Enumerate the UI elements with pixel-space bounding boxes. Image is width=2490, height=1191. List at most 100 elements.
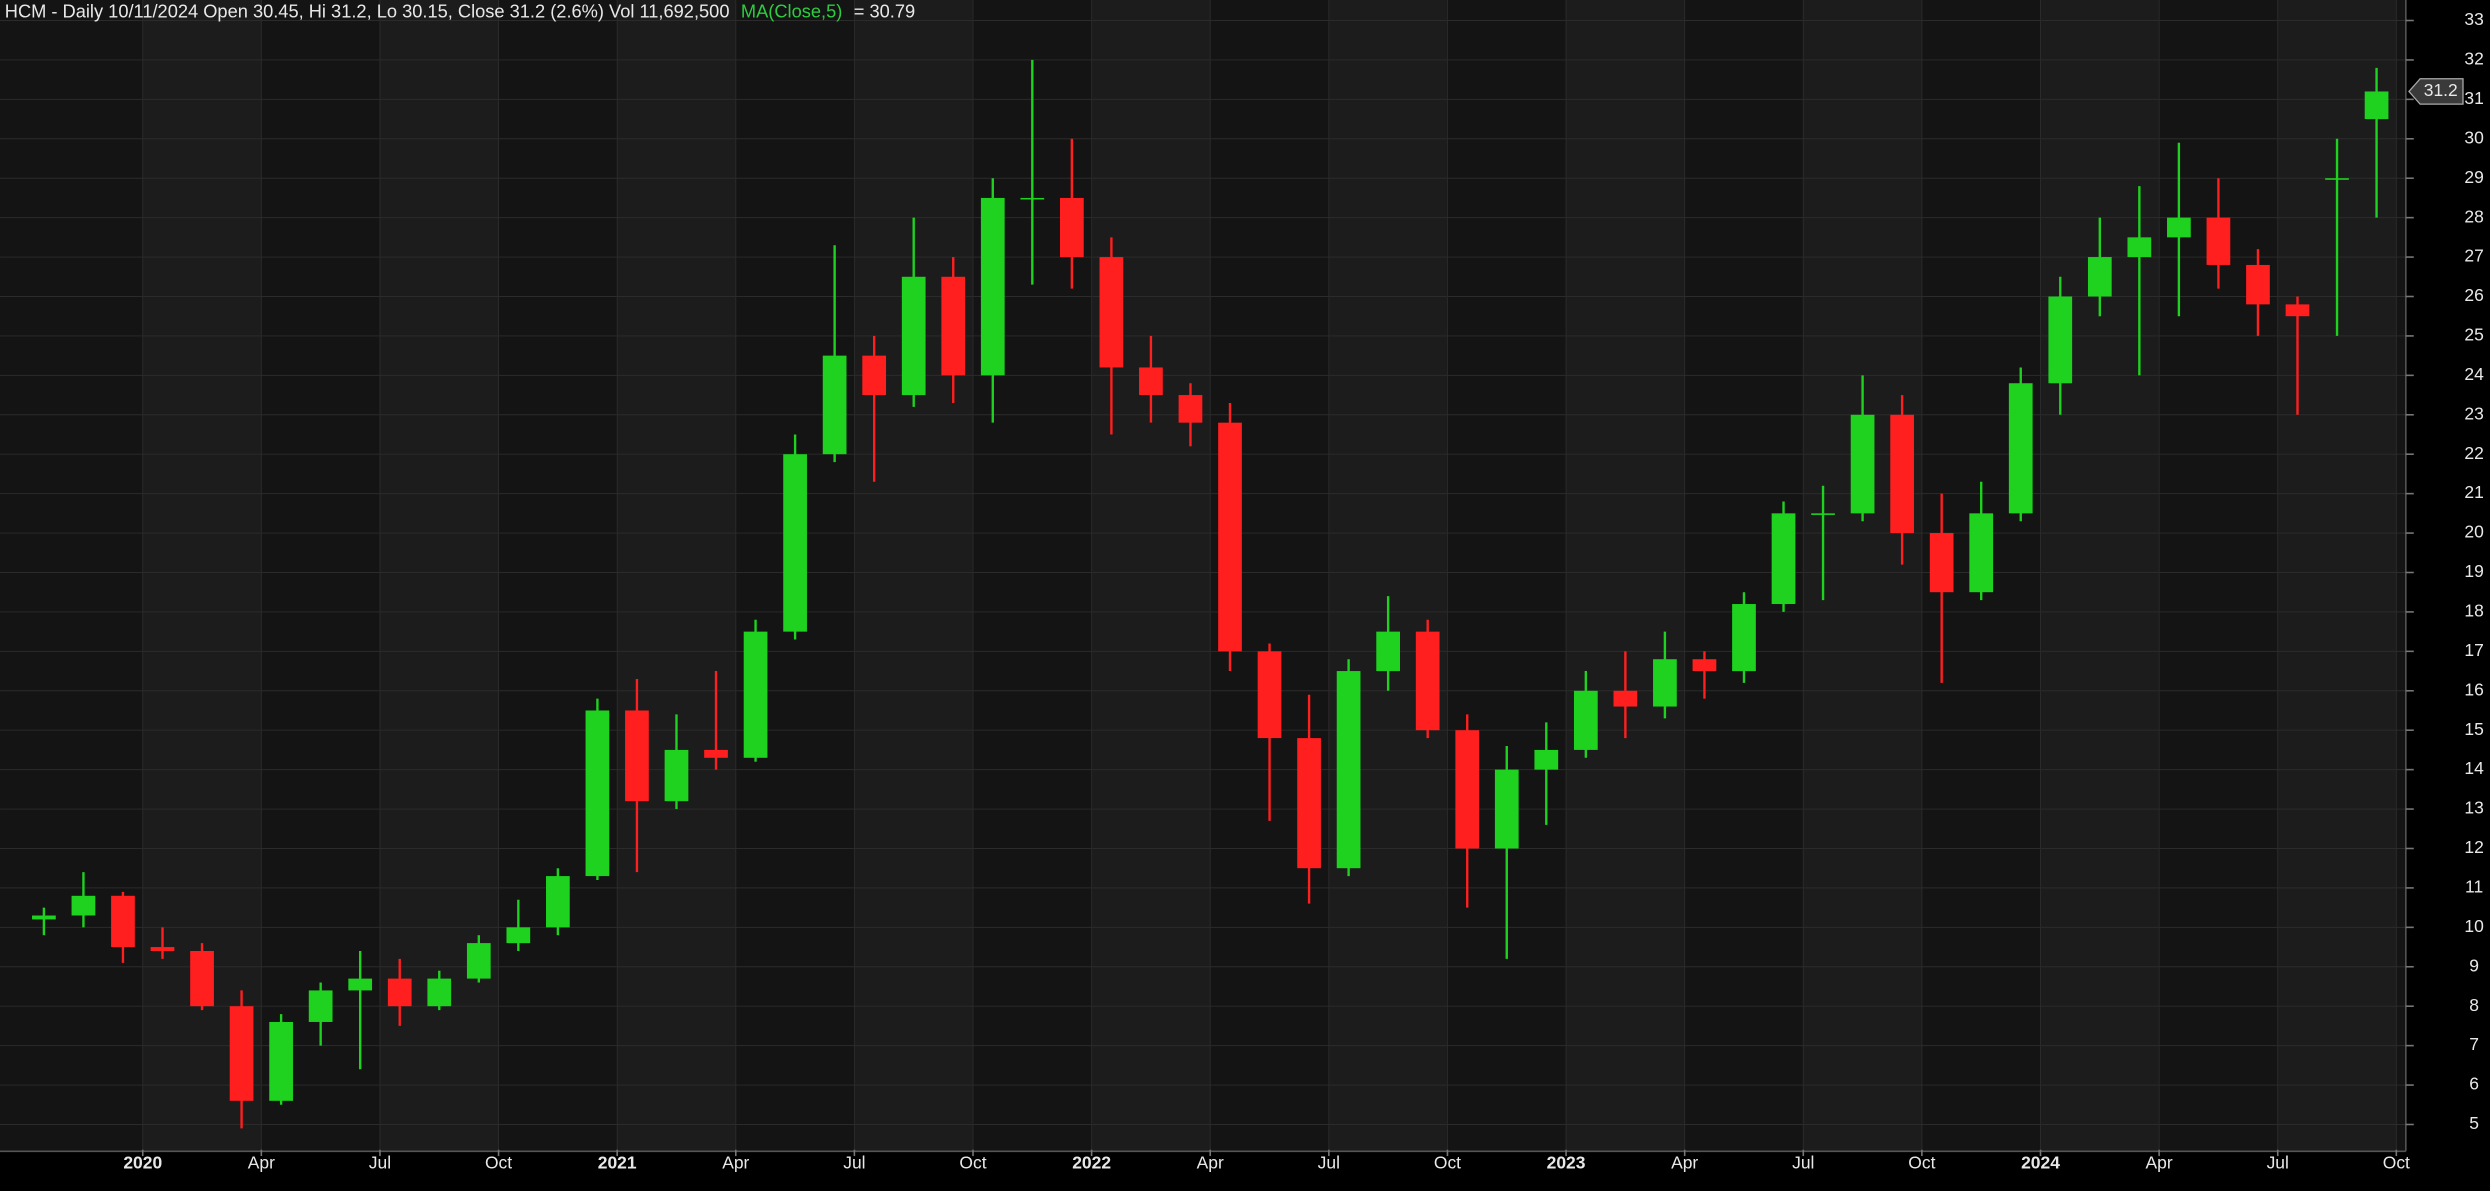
candle-body [980,197,1005,376]
candle-body [1020,197,1045,200]
ma-label: MA(Close,5) [741,1,842,22]
x-tick-label: Apr [2146,1153,2173,1173]
candle-body [1732,604,1756,672]
y-tick-label: 10 [2464,916,2484,936]
candle-body [546,876,570,928]
candle-body [1534,749,1559,770]
x-tick-label: 2022 [1072,1153,1111,1173]
y-tick-label: 18 [2464,601,2483,621]
quarter-band [854,0,974,1152]
candle-body [466,943,491,979]
quarter-shading [0,0,2406,1152]
candle-body [2008,383,2033,514]
candle-body [111,895,135,948]
x-tick-label: Jul [1318,1153,1340,1173]
quarter-band [1328,0,1448,1152]
candle-body [664,749,689,802]
y-tick-label: 15 [2464,719,2483,739]
y-tick-label: 31 [2464,88,2483,108]
y-tick-label: 29 [2464,167,2483,187]
candle-body [1257,651,1282,739]
x-tick-label: Oct [2383,1153,2410,1173]
x-tick-label: Apr [1671,1153,1698,1173]
candle-body [2364,91,2389,120]
y-tick-label: 6 [2469,1074,2479,1094]
candle-body [348,978,373,991]
candles [32,59,2389,1129]
candle-body [150,947,175,951]
y-tick-label: 14 [2464,758,2484,778]
quarter-band [2040,0,2160,1152]
quarter-band [1447,0,1567,1152]
candle-body [1297,738,1321,869]
x-tick-label: Oct [1908,1153,1935,1173]
x-tick-label: 2024 [2021,1153,2060,1173]
x-tick-label: Oct [485,1153,512,1173]
candle-body [1890,414,1914,534]
candle-body [32,915,56,920]
y-tick-label: 5 [2469,1113,2479,1133]
y-tick-label: 11 [2465,877,2483,897]
y-tick-label: 27 [2464,246,2483,266]
y-tick-label: 21 [2464,482,2483,502]
y-tick-label: 25 [2464,325,2483,345]
candle-body [506,927,531,944]
quarter-band [1091,0,1211,1152]
x-tick-label: 2023 [1547,1153,1586,1173]
x-tick-label: Apr [1197,1153,1224,1173]
y-tick-label: 30 [2464,127,2484,147]
candle-body [1455,730,1480,849]
candle-body [308,990,333,1022]
quarter-band [1566,0,1685,1152]
candle-body [2167,217,2191,238]
grid [0,0,2406,1150]
y-tick-label: 22 [2464,443,2483,463]
candle-body [1059,197,1084,258]
candle-body [1771,513,1796,605]
candle-body [1178,395,1203,423]
x-tick-label: Oct [959,1153,986,1173]
candle-body [71,895,96,916]
x-tick-label: Jul [2267,1153,2289,1173]
y-tick-label: 20 [2464,522,2484,542]
candle-body [427,978,452,1007]
y-tick-label: 13 [2464,798,2483,818]
candle-body [2048,296,2073,384]
candle-body [1929,533,1954,593]
x-tick-label: Jul [369,1153,391,1173]
legend: HCM - Daily 10/11/2024 Open 30.45, Hi 31… [5,1,915,22]
candle-body [190,950,214,1007]
ticks: 5678910111213141516171819202122232425262… [123,9,2484,1173]
candle-body [585,710,610,877]
y-tick-label: 24 [2464,364,2484,384]
price-tag [2408,78,2464,105]
candle-body [387,978,412,1007]
quarter-band [617,0,736,1152]
candle-body [625,710,649,802]
y-tick-label: 16 [2464,679,2483,699]
candle-body [941,276,966,376]
y-tick-label: 8 [2469,995,2479,1015]
y-tick-label: 17 [2464,640,2483,660]
y-tick-label: 9 [2469,955,2479,975]
candle-body [783,454,807,632]
candle-body [1415,631,1440,731]
x-tick-label: Oct [1434,1153,1461,1173]
quarter-band [2396,0,2406,1152]
candle-body [269,1021,293,1101]
candle-body [1653,659,1677,707]
candle-body [822,355,847,455]
candle-body [1573,690,1598,750]
candle-body [1811,513,1835,515]
ma-value: = 30.79 [854,1,915,22]
candle-body [2285,304,2310,317]
price-tag-label: 31.2 [2424,80,2458,100]
candle-body [1494,769,1519,849]
candle-body [1376,631,1401,672]
candle-body [2325,178,2349,180]
quarter-band [498,0,618,1152]
y-tick-label: 19 [2464,561,2483,581]
candle-body [862,355,887,396]
candle-body [1969,513,1994,593]
